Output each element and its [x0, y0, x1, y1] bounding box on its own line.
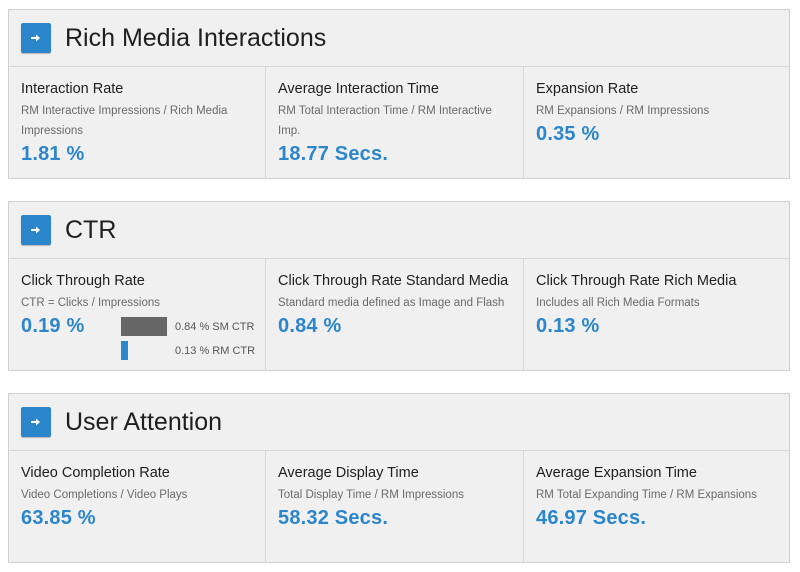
metric-card-average-display-time: Average Display Time Total Display Time …: [266, 451, 524, 563]
ctr-bar-track: [121, 317, 167, 336]
metric-card-average-interaction-time: Average Interaction Time RM Total Intera…: [266, 67, 524, 179]
expand-section-button[interactable]: [21, 215, 51, 245]
metric-title: Video Completion Rate: [21, 465, 170, 481]
section-header: CTR: [9, 202, 789, 259]
ctr-bar-row-sm: 0.84 % SM CTR: [121, 317, 261, 336]
metric-cards: Interaction Rate RM Interactive Impressi…: [9, 67, 789, 179]
section-title: User Attention: [65, 407, 223, 436]
metric-cards: Click Through Rate CTR = Clicks / Impres…: [9, 259, 789, 371]
metric-subtitle: RM Total Expanding Time / RM Expansions: [536, 489, 757, 501]
arrow-right-icon: [31, 226, 40, 234]
metric-card-interaction-rate: Interaction Rate RM Interactive Impressi…: [9, 67, 266, 179]
metric-value: 1.81 %: [21, 143, 85, 165]
section-rich-media-interactions: Rich Media Interactions Interaction Rate…: [8, 9, 790, 179]
metric-subtitle: Video Completions / Video Plays: [21, 489, 188, 501]
metric-title: Average Interaction Time: [278, 81, 439, 97]
metric-title: Interaction Rate: [21, 81, 124, 97]
metric-card-click-through-rate: Click Through Rate CTR = Clicks / Impres…: [9, 259, 266, 371]
metric-value: 18.77 Secs.: [278, 143, 389, 165]
ctr-comparison-chart: 0.84 % SM CTR 0.13 % RM CTR: [121, 317, 261, 365]
metric-subtitle: Standard media defined as Image and Flas…: [278, 297, 505, 309]
expand-section-button[interactable]: [21, 23, 51, 53]
metric-subtitle: CTR = Clicks / Impressions: [21, 297, 160, 309]
metric-subtitle: Total Display Time / RM Impressions: [278, 489, 464, 501]
metric-title: Click Through Rate Standard Media: [278, 273, 509, 289]
section-title: CTR: [65, 215, 117, 244]
expand-section-button[interactable]: [21, 407, 51, 437]
metric-subtitle: RM Total Interaction Time / RM Interacti…: [278, 105, 492, 137]
metric-value: 63.85 %: [21, 507, 96, 529]
metric-value: 58.32 Secs.: [278, 507, 389, 529]
section-user-attention: User Attention Video Completion Rate Vid…: [8, 393, 790, 563]
metric-card-ctr-rich-media: Click Through Rate Rich Media Includes a…: [524, 259, 789, 371]
metric-subtitle: RM Interactive Impressions / Rich Media …: [21, 105, 228, 137]
section-header: Rich Media Interactions: [9, 10, 789, 67]
section-ctr: CTR Click Through Rate CTR = Clicks / Im…: [8, 201, 790, 371]
metric-value: 0.35 %: [536, 123, 600, 145]
metric-card-average-expansion-time: Average Expansion Time RM Total Expandin…: [524, 451, 789, 563]
metric-title: Click Through Rate Rich Media: [536, 273, 737, 289]
ctr-bar-label-sm: 0.84 % SM CTR: [175, 320, 255, 333]
metric-cards: Video Completion Rate Video Completions …: [9, 451, 789, 563]
metric-subtitle: RM Expansions / RM Impressions: [536, 105, 710, 117]
metric-value: 0.19 %: [21, 315, 85, 337]
metric-value: 0.84 %: [278, 315, 342, 337]
metric-title: Average Display Time: [278, 465, 419, 481]
metric-card-ctr-standard-media: Click Through Rate Standard Media Standa…: [266, 259, 524, 371]
metric-title: Average Expansion Time: [536, 465, 697, 481]
ctr-bar-track: [121, 341, 167, 360]
section-header: User Attention: [9, 394, 789, 451]
arrow-right-icon: [31, 34, 40, 42]
metric-value: 0.13 %: [536, 315, 600, 337]
metric-card-expansion-rate: Expansion Rate RM Expansions / RM Impres…: [524, 67, 789, 179]
ctr-bar-row-rm: 0.13 % RM CTR: [121, 341, 261, 360]
metric-title: Click Through Rate: [21, 273, 145, 289]
ctr-bar-sm: [121, 317, 167, 336]
section-title: Rich Media Interactions: [65, 23, 327, 52]
ctr-bar-label-rm: 0.13 % RM CTR: [175, 344, 256, 357]
metric-card-video-completion-rate: Video Completion Rate Video Completions …: [9, 451, 266, 563]
arrow-right-icon: [31, 418, 40, 426]
ctr-bar-rm: [121, 341, 128, 360]
metric-value: 46.97 Secs.: [536, 507, 647, 529]
metric-title: Expansion Rate: [536, 81, 639, 97]
metric-subtitle: Includes all Rich Media Formats: [536, 297, 700, 309]
